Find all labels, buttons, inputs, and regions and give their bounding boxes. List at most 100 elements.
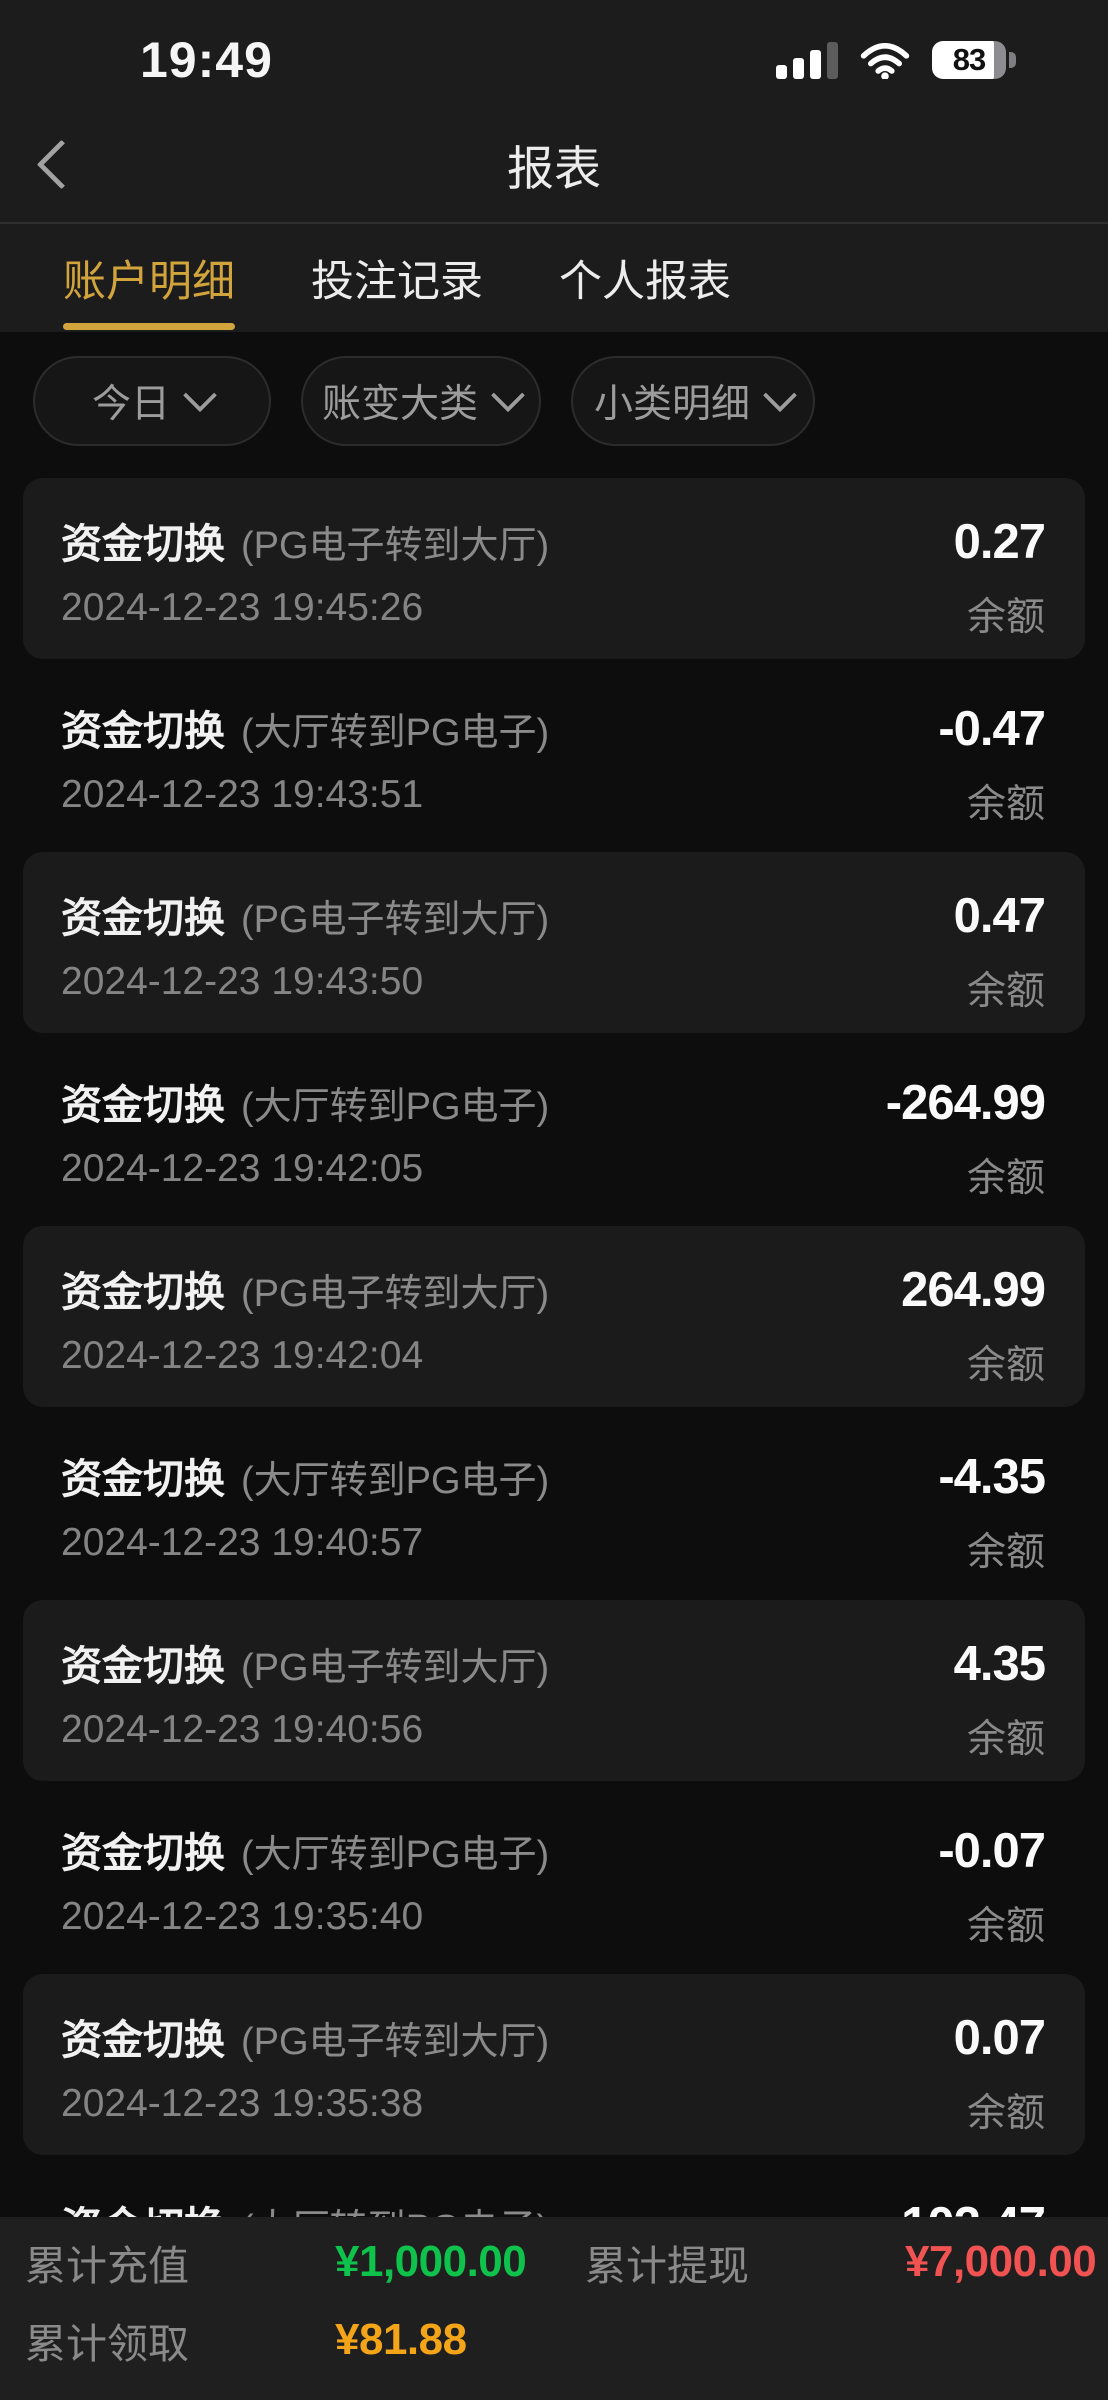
- transaction-title: 资金切换 (PG电子转到大厅): [61, 884, 549, 944]
- summary-bar: 累计充值 ¥1,000.00 累计提现 ¥7,000.00 累计领取 ¥81.8…: [0, 2217, 1108, 2400]
- total-withdraw-value: ¥7,000.00: [905, 2237, 1097, 2286]
- top-section: 19:49 83: [0, 0, 1108, 332]
- transaction-detail: (大厅转到PG电子): [241, 1086, 550, 1128]
- transaction-type: 资金切换: [61, 1082, 225, 1128]
- transaction-row-bottom: 2024-12-23 19:40:56 余额: [61, 1708, 1045, 1764]
- transaction-row[interactable]: 资金切换 (PG电子转到大厅) 0.47 2024-12-23 19:43:50…: [23, 852, 1085, 1033]
- filter-row: 今日 账变大类 小类明细: [33, 356, 815, 446]
- transaction-timestamp: 2024-12-23 19:43:51: [61, 773, 424, 816]
- tab-account-details[interactable]: 账户明细: [63, 224, 235, 332]
- status-time: 19:49: [140, 32, 273, 88]
- transaction-type: 资金切换: [61, 1830, 225, 1876]
- transaction-row-bottom: 2024-12-23 19:35:38 余额: [61, 2082, 1045, 2138]
- transaction-row-top: 资金切换 (大厅转到PG电子) -0.47: [61, 697, 1046, 757]
- transaction-row-bottom: 2024-12-23 19:42:05 余额: [61, 1147, 1045, 1203]
- transaction-title: 资金切换 (PG电子转到大厅): [61, 510, 549, 570]
- transaction-row-top: 资金切换 (PG电子转到大厅) 0.07: [61, 2006, 1046, 2066]
- filter-date-today[interactable]: 今日: [33, 356, 271, 446]
- transaction-type: 资金切换: [61, 2017, 225, 2063]
- transaction-row-bottom: 2024-12-23 19:43:50 余额: [61, 960, 1045, 1016]
- page-title: 报表: [507, 141, 601, 195]
- transaction-type: 资金切换: [61, 521, 225, 567]
- chevron-down-icon: [183, 378, 217, 413]
- transaction-title: 资金切换 (大厅转到PG电子): [61, 1445, 549, 1505]
- transaction-row-top: 资金切换 (大厅转到PG电子) -4.35: [61, 1445, 1046, 1505]
- battery-icon: 83: [932, 41, 1006, 79]
- transaction-detail: (PG电子转到大厅): [241, 1647, 550, 1689]
- battery-percent: 83: [952, 42, 986, 77]
- total-claim-label: 累计领取: [25, 2321, 189, 2367]
- transaction-title: 资金切换 (PG电子转到大厅): [61, 1632, 549, 1692]
- transaction-row-top: 资金切换 (PG电子转到大厅) 264.99: [61, 1258, 1046, 1318]
- transaction-amount: -4.35: [938, 1450, 1046, 1504]
- chevron-down-icon: [763, 378, 797, 413]
- transaction-row[interactable]: 资金切换 (大厅转到PG电子) -0.47 2024-12-23 19:43:5…: [23, 665, 1085, 846]
- transaction-row[interactable]: 资金切换 (PG电子转到大厅) 264.99 2024-12-23 19:42:…: [23, 1226, 1085, 1407]
- transaction-row-bottom: 2024-12-23 19:40:57 余额: [61, 1521, 1045, 1577]
- transaction-type: 资金切换: [61, 1643, 225, 1689]
- transaction-amount: 0.27: [953, 515, 1046, 569]
- transaction-title: 资金切换 (大厅转到PG电子): [61, 1071, 549, 1131]
- tab-bet-records[interactable]: 投注记录: [311, 224, 483, 332]
- status-bar: 19:49 83: [0, 0, 1108, 106]
- transaction-detail: (大厅转到PG电子): [241, 712, 550, 754]
- tab-label: 投注记录: [311, 258, 483, 306]
- transaction-row-top: 资金切换 (大厅转到PG电子) -264.99: [61, 1071, 1046, 1131]
- transaction-type: 资金切换: [61, 708, 225, 754]
- balance-label: 余额: [966, 1718, 1045, 1761]
- transaction-timestamp: 2024-12-23 19:43:50: [61, 960, 424, 1003]
- transaction-timestamp: 2024-12-23 19:42:04: [61, 1334, 424, 1377]
- balance-label: 余额: [966, 970, 1045, 1013]
- transaction-row-top: 资金切换 (大厅转到PG电子) -0.07: [61, 1819, 1046, 1879]
- transaction-timestamp: 2024-12-23 19:35:38: [61, 2082, 424, 2125]
- transaction-row[interactable]: 资金切换 (大厅转到PG电子) -4.35 2024-12-23 19:40:5…: [23, 1413, 1085, 1594]
- transaction-amount: 264.99: [901, 1263, 1046, 1317]
- total-recharge-label: 累计充值: [25, 2243, 189, 2289]
- status-icons: 83: [776, 41, 1016, 79]
- tab-label: 个人报表: [559, 258, 731, 306]
- transaction-timestamp: 2024-12-23 19:40:57: [61, 1521, 424, 1564]
- transaction-detail: (大厅转到PG电子): [241, 1834, 550, 1876]
- tab-bar: 账户明细 投注记录 个人报表: [0, 224, 1108, 332]
- transaction-row-bottom: 2024-12-23 19:35:40 余额: [61, 1895, 1045, 1951]
- transaction-type: 资金切换: [61, 1456, 225, 1502]
- battery-nub: [1009, 52, 1016, 68]
- transaction-timestamp: 2024-12-23 19:35:40: [61, 1895, 424, 1938]
- transaction-row-bottom: 2024-12-23 19:45:26 余额: [61, 586, 1045, 642]
- balance-label: 余额: [966, 1905, 1045, 1948]
- transaction-row[interactable]: 资金切换 (PG电子转到大厅) 4.35 2024-12-23 19:40:56…: [23, 1600, 1085, 1781]
- total-recharge-value: ¥1,000.00: [335, 2237, 527, 2286]
- transaction-row-bottom: 2024-12-23 19:43:51 余额: [61, 773, 1045, 829]
- tab-personal-report[interactable]: 个人报表: [559, 224, 731, 332]
- transaction-amount: 4.35: [953, 1637, 1046, 1691]
- cellular-signal-icon: [776, 41, 838, 79]
- transaction-title: 资金切换 (大厅转到PG电子): [61, 1819, 549, 1879]
- summary-row-2: 累计领取 ¥81.88: [25, 2309, 1061, 2371]
- chevron-down-icon: [491, 378, 525, 413]
- filter-label: 账变大类: [321, 383, 478, 426]
- active-tab-underline: [63, 323, 235, 330]
- transaction-row-top: 资金切换 (PG电子转到大厅) 0.27: [61, 510, 1046, 570]
- transaction-title: 资金切换 (PG电子转到大厅): [61, 2006, 549, 2066]
- transaction-type: 资金切换: [61, 895, 225, 941]
- transaction-timestamp: 2024-12-23 19:40:56: [61, 1708, 424, 1751]
- transaction-row[interactable]: 资金切换 (大厅转到PG电子) -0.07 2024-12-23 19:35:4…: [23, 1787, 1085, 1968]
- transaction-amount: -0.07: [938, 1824, 1046, 1878]
- transaction-detail: (PG电子转到大厅): [241, 1273, 550, 1315]
- transaction-type: 资金切换: [61, 1269, 225, 1315]
- wifi-icon: [860, 43, 910, 79]
- transaction-row[interactable]: 资金切换 (PG电子转到大厅) 0.27 2024-12-23 19:45:26…: [23, 478, 1085, 659]
- transaction-detail: (PG电子转到大厅): [241, 899, 550, 941]
- tab-label: 账户明细: [63, 258, 235, 306]
- transaction-row[interactable]: 资金切换 (大厅转到PG电子) -264.99 2024-12-23 19:42…: [23, 1039, 1085, 1220]
- transaction-row-top: 资金切换 (PG电子转到大厅) 0.47: [61, 884, 1046, 944]
- header: 报表: [0, 106, 1108, 222]
- filter-change-category[interactable]: 账变大类: [301, 356, 541, 446]
- transaction-row[interactable]: 资金切换 (PG电子转到大厅) 0.07 2024-12-23 19:35:38…: [23, 1974, 1085, 2155]
- total-withdraw-label: 累计提现: [585, 2243, 749, 2289]
- filter-subcategory-detail[interactable]: 小类明细: [571, 356, 815, 446]
- balance-label: 余额: [966, 2092, 1045, 2135]
- transaction-detail: (大厅转到PG电子): [241, 1460, 550, 1502]
- transaction-row-bottom: 2024-12-23 19:42:04 余额: [61, 1334, 1045, 1390]
